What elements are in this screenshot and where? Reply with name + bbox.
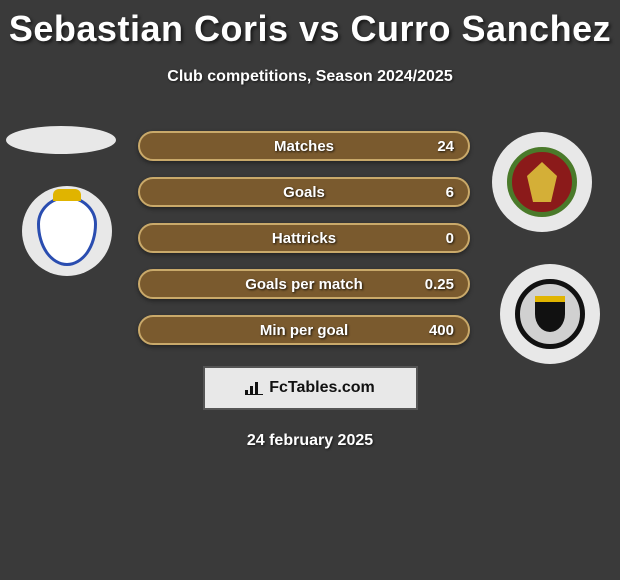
chart-icon bbox=[245, 381, 263, 395]
oviedo-crest-icon bbox=[37, 196, 97, 266]
stat-row-goals: Goals 6 bbox=[138, 177, 470, 207]
stat-row-hattricks: Hattricks 0 bbox=[138, 223, 470, 253]
right-club-badge-1 bbox=[492, 132, 592, 232]
stat-rows: Matches 24 Goals 6 Hattricks 0 Goals per… bbox=[138, 131, 470, 361]
stat-value-right: 0 bbox=[446, 230, 454, 247]
stat-row-gpm: Goals per match 0.25 bbox=[138, 269, 470, 299]
belarus-crest-icon bbox=[507, 147, 577, 217]
stat-row-matches: Matches 24 bbox=[138, 131, 470, 161]
stat-value-right: 24 bbox=[437, 138, 454, 155]
stat-label: Hattricks bbox=[272, 230, 336, 247]
stat-row-mpg: Min per goal 400 bbox=[138, 315, 470, 345]
stat-label: Goals bbox=[283, 184, 325, 201]
date-label: 24 february 2025 bbox=[0, 432, 620, 450]
stat-label: Goals per match bbox=[245, 276, 363, 293]
stat-value-right: 0.25 bbox=[425, 276, 454, 293]
left-player-avatar-placeholder bbox=[6, 126, 116, 154]
stat-label: Matches bbox=[274, 138, 334, 155]
stats-area: Matches 24 Goals 6 Hattricks 0 Goals per… bbox=[0, 126, 620, 356]
burgos-crest-icon bbox=[515, 279, 585, 349]
right-club-badge-2 bbox=[500, 264, 600, 364]
subtitle: Club competitions, Season 2024/2025 bbox=[0, 68, 620, 86]
stat-value-right: 6 bbox=[446, 184, 454, 201]
brand-label: FcTables.com bbox=[269, 379, 375, 397]
stat-value-right: 400 bbox=[429, 322, 454, 339]
stat-label: Min per goal bbox=[260, 322, 348, 339]
left-club-badge bbox=[22, 186, 112, 276]
page-title: Sebastian Coris vs Curro Sanchez bbox=[0, 0, 620, 50]
brand-footer[interactable]: FcTables.com bbox=[203, 366, 418, 410]
